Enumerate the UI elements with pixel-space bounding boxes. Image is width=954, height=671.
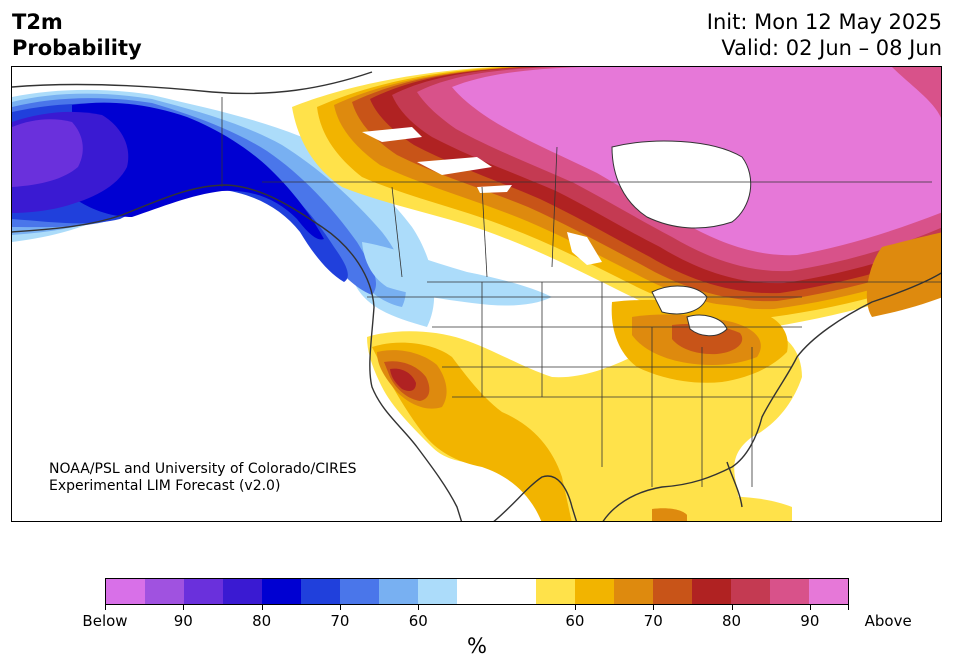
colorbar-tick-label: Below bbox=[82, 612, 128, 630]
forecast-dates: Init: Mon 12 May 2025 Valid: 02 Jun – 08… bbox=[707, 9, 942, 61]
colorbar-segment bbox=[379, 579, 419, 604]
colorbar-segment bbox=[223, 579, 263, 604]
colorbar-tick bbox=[731, 605, 733, 610]
colorbar-segment bbox=[340, 579, 380, 604]
colorbar-segment bbox=[184, 579, 224, 604]
colorbar-tick-label: 90 bbox=[173, 612, 193, 630]
colorbar-tick-label: 70 bbox=[330, 612, 350, 630]
colorbar-tick bbox=[574, 605, 576, 610]
above-normal-canada bbox=[292, 67, 941, 328]
init-date: Init: Mon 12 May 2025 bbox=[706, 10, 942, 34]
map-title: T2m Probability bbox=[12, 9, 142, 61]
colorbar-tick bbox=[183, 605, 185, 610]
probability-map bbox=[11, 66, 942, 522]
colorbar-segment bbox=[730, 579, 770, 604]
above-normal-us bbox=[367, 232, 941, 521]
colorbar-tick bbox=[418, 605, 420, 610]
colorbar-segment bbox=[106, 579, 146, 604]
colorbar-tick bbox=[809, 605, 811, 610]
credit-line-2: Experimental LIM Forecast (v2.0) bbox=[49, 478, 281, 494]
colorbar-tick-label: Above bbox=[864, 612, 912, 630]
colorbar-tick-label: 70 bbox=[643, 612, 663, 630]
colorbar-tick bbox=[339, 605, 341, 610]
colorbar-segment bbox=[145, 579, 185, 604]
map-canvas bbox=[12, 67, 941, 521]
variable-title: T2m bbox=[12, 10, 63, 34]
colorbar-segment bbox=[418, 579, 458, 604]
water-bodies bbox=[362, 127, 752, 337]
colorbar-tick bbox=[848, 605, 849, 610]
colorbar-tick-label: 60 bbox=[565, 612, 585, 630]
product-title: Probability bbox=[12, 36, 142, 60]
colorbar-segment bbox=[691, 579, 731, 604]
colorbar-segment bbox=[262, 579, 302, 604]
colorbar-tick-label: 80 bbox=[252, 612, 272, 630]
colorbar-tick-label: 80 bbox=[721, 612, 742, 630]
colorbar-tick bbox=[105, 605, 106, 610]
coastlines bbox=[12, 71, 941, 521]
colorbar-tick bbox=[261, 605, 263, 610]
colorbar-segment bbox=[301, 579, 341, 604]
credit-text: NOAA/PSL and University of Colorado/CIRE… bbox=[49, 461, 357, 495]
colorbar-tick-label: 60 bbox=[408, 612, 428, 630]
colorbar-tick-label: 90 bbox=[800, 612, 820, 630]
colorbar-ticks bbox=[105, 605, 849, 613]
colorbar-tick bbox=[653, 605, 655, 610]
boundaries bbox=[221, 97, 941, 487]
colorbar-segment bbox=[613, 579, 653, 604]
colorbar-segment bbox=[769, 579, 809, 604]
colorbar-segment bbox=[808, 579, 848, 604]
colorbar bbox=[105, 578, 849, 605]
colorbar-segment bbox=[652, 579, 692, 604]
colorbar-segment bbox=[535, 579, 575, 604]
colorbar-unit: % bbox=[467, 634, 487, 658]
colorbar-segment bbox=[457, 579, 536, 604]
valid-dates: Valid: 02 Jun – 08 Jun bbox=[721, 36, 942, 60]
colorbar-segment bbox=[574, 579, 614, 604]
credit-line-1: NOAA/PSL and University of Colorado/CIRE… bbox=[49, 461, 357, 477]
